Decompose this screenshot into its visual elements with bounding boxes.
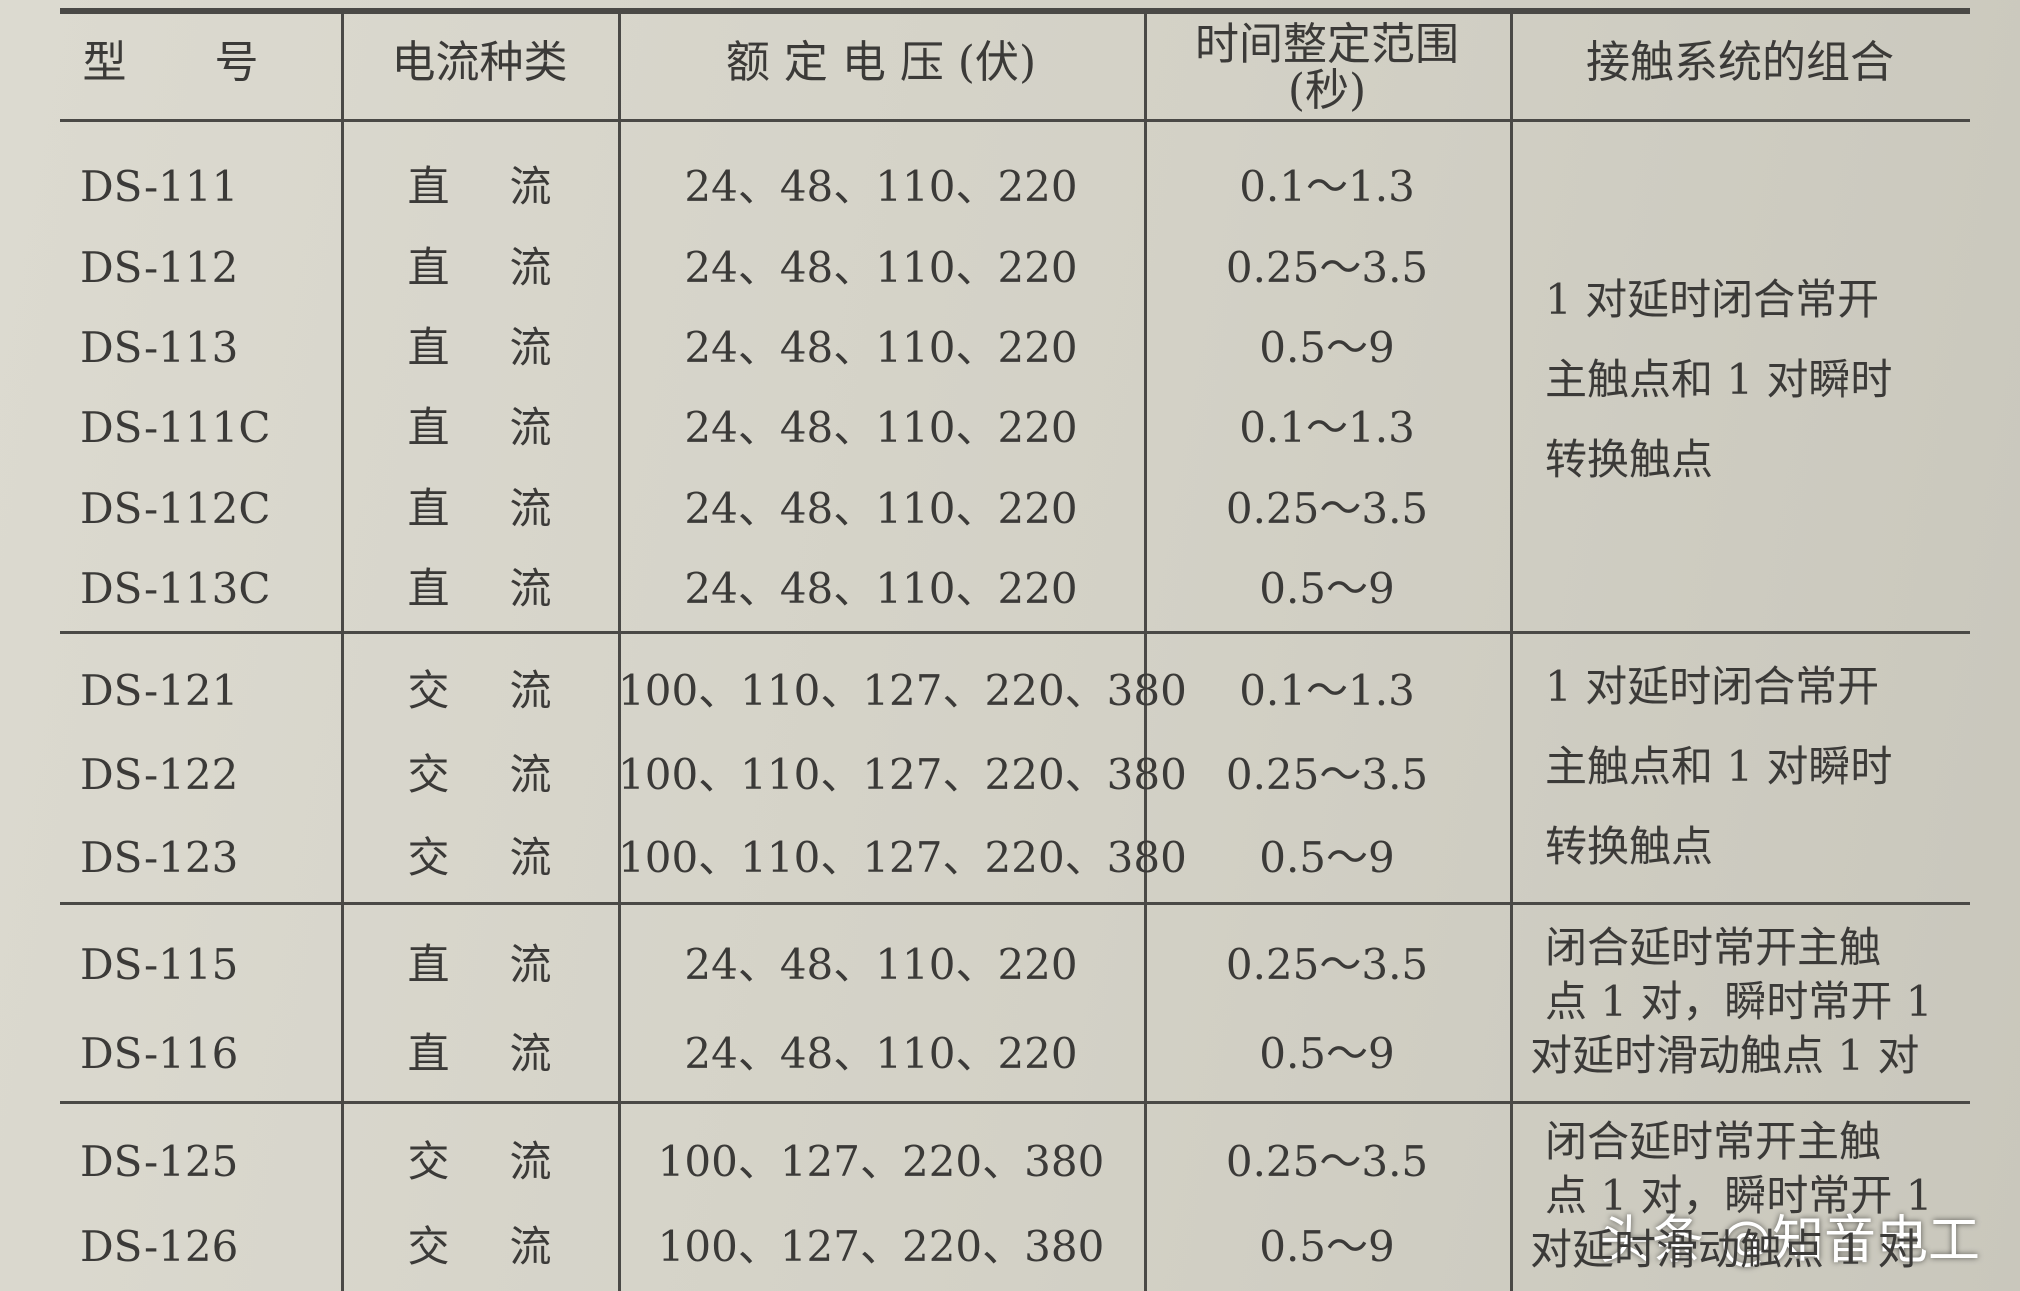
current-type: 直流 — [407, 322, 612, 372]
voltage: 24、48、110、220 — [684, 322, 1078, 372]
column-rule — [1144, 10, 1147, 1291]
time-range: 0.25～3.5 — [1225, 242, 1429, 292]
header-line: 额 定 电 压 (伏) — [725, 37, 1037, 88]
current-type: 交流 — [407, 1136, 612, 1186]
model: DS-111 — [80, 162, 239, 212]
contact-line: 主触点和 1 对瞬时 — [1545, 741, 1893, 791]
current-type: 直流 — [407, 242, 612, 292]
current-type: 交流 — [407, 833, 612, 883]
voltage: 100、127、220、380 — [657, 1221, 1105, 1271]
model: DS-111C — [80, 403, 271, 453]
contact-line: 主触点和 1 对瞬时 — [1545, 355, 1893, 404]
top-rule — [60, 8, 1970, 14]
model: DS-113 — [80, 322, 239, 372]
header-cell: 时间整定范围 (秒) — [1144, 19, 1510, 117]
time-range: 0.1～1.3 — [1239, 665, 1415, 715]
contact-line: 点 1 对，瞬时常开 1 — [1545, 1171, 1933, 1220]
time-range: 0.25～3.5 — [1225, 749, 1429, 799]
column-rule — [618, 10, 621, 1291]
voltage: 24、48、110、220 — [684, 403, 1078, 453]
current-type: 直流 — [407, 939, 612, 989]
model: DS-123 — [80, 833, 239, 883]
voltage: 100、110、127、220、380 — [618, 833, 1187, 883]
header-line: 型 号 — [82, 37, 259, 88]
time-range: 0.25～3.5 — [1225, 1136, 1429, 1186]
current-type: 直流 — [407, 483, 612, 533]
current-type: 直流 — [407, 403, 612, 453]
time-range: 0.5～9 — [1259, 322, 1395, 372]
header-rule — [60, 119, 1970, 122]
header-cell: 额 定 电 压 (伏) — [618, 37, 1144, 88]
voltage: 24、48、110、220 — [684, 483, 1078, 533]
header-cell: 接触系统的组合 — [1510, 37, 1970, 88]
time-range: 0.1～1.3 — [1239, 403, 1415, 453]
contact-line: 1 对延时闭合常开 — [1545, 661, 1880, 711]
model: DS-112 — [80, 242, 239, 292]
group-rule — [60, 1101, 1970, 1104]
voltage: 100、127、220、380 — [657, 1136, 1105, 1186]
contact-line: 转换触点 — [1545, 435, 1714, 484]
contact-line: 闭合延时常开主触 — [1545, 1117, 1882, 1166]
group-rule — [60, 631, 1970, 634]
contact-line: 对延时滑动触点 1 对 — [1530, 1030, 1920, 1080]
current-type: 交流 — [407, 665, 612, 715]
header-line: (秒) — [1287, 65, 1367, 117]
header-line: 接触系统的组合 — [1586, 37, 1894, 88]
voltage: 100、110、127、220、380 — [618, 665, 1187, 715]
current-type: 直流 — [407, 563, 612, 613]
voltage: 24、48、110、220 — [684, 1029, 1078, 1079]
model: DS-126 — [80, 1221, 239, 1271]
header-cell: 型 号 — [0, 37, 341, 88]
voltage: 24、48、110、220 — [684, 939, 1078, 989]
voltage: 100、110、127、220、380 — [618, 749, 1187, 799]
watermark: 头条 @知音电工 — [1599, 1211, 1980, 1271]
voltage: 24、48、110、220 — [684, 563, 1078, 613]
time-range: 0.5～9 — [1259, 1029, 1395, 1079]
model: DS-125 — [80, 1136, 239, 1186]
header-cell: 电流种类 — [341, 37, 618, 88]
group-rule — [60, 902, 1970, 905]
current-type: 交流 — [407, 749, 612, 799]
contact-line: 1 对延时闭合常开 — [1545, 275, 1880, 324]
model: DS-122 — [80, 749, 239, 799]
time-range: 0.25～3.5 — [1225, 483, 1429, 533]
model: DS-113C — [80, 563, 271, 613]
contact-line: 转换触点 — [1545, 821, 1714, 871]
contact-line: 对延时滑动触点 1 对 — [1530, 1225, 1920, 1274]
time-range: 0.5～9 — [1259, 833, 1395, 883]
column-rule — [1510, 10, 1513, 1291]
header-line: 电流种类 — [391, 37, 568, 88]
time-range: 0.1～1.3 — [1239, 162, 1415, 212]
current-type: 直流 — [407, 1029, 612, 1079]
model: DS-115 — [80, 939, 239, 989]
model: DS-116 — [80, 1029, 239, 1079]
time-range: 0.5～9 — [1259, 563, 1395, 613]
header-line: 时间整定范围 — [1195, 19, 1459, 70]
voltage: 24、48、110、220 — [684, 242, 1078, 292]
time-range: 0.25～3.5 — [1225, 939, 1429, 989]
model: DS-121 — [80, 665, 239, 715]
current-type: 交流 — [407, 1221, 612, 1271]
model: DS-112C — [80, 483, 271, 533]
current-type: 直流 — [407, 162, 612, 212]
contact-line: 闭合延时常开主触 — [1545, 922, 1882, 972]
time-range: 0.5～9 — [1259, 1221, 1395, 1271]
column-rule — [341, 10, 344, 1291]
contact-line: 点 1 对，瞬时常开 1 — [1545, 976, 1933, 1026]
voltage: 24、48、110、220 — [684, 162, 1078, 212]
